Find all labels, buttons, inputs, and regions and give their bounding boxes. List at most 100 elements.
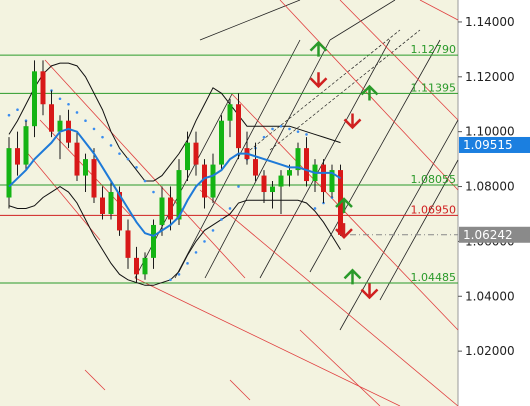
sar-dot-13 (118, 152, 121, 155)
sar-dot-30 (262, 135, 266, 139)
candle-body-2 (23, 126, 29, 165)
candle-20 (176, 159, 182, 225)
sar-dot-1 (16, 108, 19, 112)
upper-band (8, 62, 341, 182)
candle-body-8 (74, 142, 80, 176)
candle-body-25 (219, 120, 224, 165)
candle-body-38 (329, 170, 335, 193)
sar-dot-8 (75, 111, 79, 114)
candle-body-22 (193, 142, 199, 165)
candle-9 (83, 153, 88, 193)
candle-0 (6, 137, 12, 209)
candle-17 (151, 219, 156, 269)
candle-body-9 (83, 159, 88, 176)
candle-18 (159, 186, 165, 236)
price-boxes: 1.09515 1.06242 (350, 136, 530, 243)
fork-line-dashed-0 (249, 29, 401, 151)
sar-dot-9 (84, 119, 87, 123)
candle-35 (304, 137, 309, 187)
candle-body-12 (108, 192, 114, 214)
pitchfork-lines (24, 0, 459, 406)
axis-panel (458, 0, 530, 406)
ma-line (8, 127, 342, 238)
up-arrow-icon-0 (309, 40, 328, 57)
candle-body-18 (159, 197, 165, 225)
sar-dot-16 (143, 179, 147, 183)
fork-line-black-7 (199, 0, 301, 41)
fork-line-black-5 (339, 119, 459, 331)
candle-body-14 (125, 230, 131, 258)
candle-14 (125, 219, 131, 269)
envelope-bands (8, 62, 341, 286)
candle-37 (321, 159, 326, 203)
candle-15 (134, 246, 139, 283)
moving-average (8, 127, 342, 238)
candle-16 (142, 252, 148, 280)
fork-line-red-9 (84, 369, 106, 391)
sar-dot-2 (24, 119, 28, 123)
price-axis: 1.140001.120001.100001.080001.060001.040… (458, 15, 515, 358)
candle-body-24 (210, 164, 216, 198)
up-arrow-icon-4 (335, 197, 353, 213)
price-box-label-0: 1.09515 (463, 138, 513, 152)
tick-label-1: 1.12000 (465, 70, 515, 84)
sar-dot-21 (186, 262, 189, 265)
fork-line-dashed-1 (269, 29, 421, 151)
candle-23 (202, 159, 207, 209)
price-box-1 (459, 226, 530, 243)
candle-body-13 (117, 192, 122, 231)
fork-line-black-2 (204, 39, 331, 279)
candle-4 (40, 60, 46, 116)
candle-8 (74, 131, 80, 182)
sar-dot-7 (67, 102, 70, 106)
sar-dot-34 (296, 130, 300, 133)
sar-dot-11 (101, 135, 104, 139)
fork-line-red-1 (24, 149, 101, 241)
price-box-label-1: 1.06242 (463, 228, 513, 242)
tick-label-6: 1.02000 (465, 344, 515, 358)
plot-background (0, 0, 458, 406)
fork-line-red-10 (229, 379, 251, 401)
candle-3 (32, 60, 37, 138)
down-arrow-icon-5 (335, 223, 353, 239)
sar-dot-6 (58, 97, 62, 101)
candle-11 (100, 186, 105, 220)
candle-30 (261, 170, 267, 203)
tick-label-2: 1.10000 (465, 125, 515, 139)
candle-body-32 (278, 175, 284, 187)
fork-line-black-4 (309, 39, 441, 273)
candle-2 (23, 120, 29, 171)
down-arrow-icon-7 (360, 283, 379, 300)
sar-dot-35 (305, 133, 308, 136)
tick-label-3: 1.08000 (465, 180, 515, 194)
down-arrow-icon-3 (343, 113, 362, 130)
fork-line-black-6 (379, 159, 459, 301)
candle-body-37 (321, 164, 326, 193)
fork-line-red-3 (199, 189, 459, 406)
candle-body-1 (15, 148, 20, 165)
up-arrow-icon-2 (360, 84, 379, 101)
candle-body-16 (142, 257, 148, 275)
candle-22 (193, 131, 199, 176)
sar-dot-23 (203, 240, 206, 243)
lower-band (8, 185, 341, 286)
candle-body-29 (253, 159, 258, 176)
candle-body-34 (295, 148, 301, 171)
sar-dot-19 (169, 278, 172, 282)
candle-body-33 (287, 170, 292, 176)
candle-body-11 (100, 197, 105, 214)
sar-dot-32 (279, 124, 283, 128)
horizontal-levels (0, 54, 458, 284)
candle-24 (210, 153, 216, 203)
fork-line-red-2 (134, 277, 401, 406)
candle-body-4 (40, 71, 46, 105)
tick-label-5: 1.04000 (465, 289, 515, 303)
fork-line-red-7 (419, 0, 459, 21)
sar-dot-27 (237, 185, 240, 188)
sar-dot-10 (92, 127, 96, 131)
level-label-0: 1.12790 (411, 43, 457, 56)
candle-body-10 (91, 159, 97, 198)
sar-dot-15 (135, 166, 138, 169)
